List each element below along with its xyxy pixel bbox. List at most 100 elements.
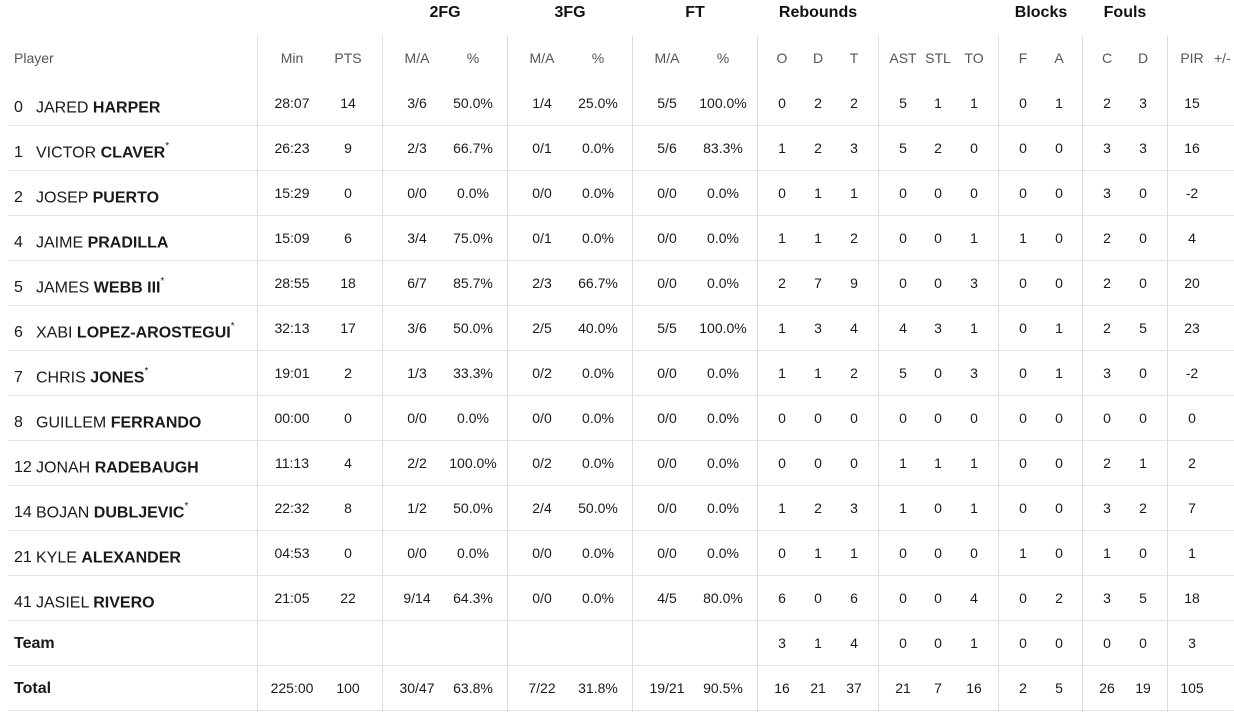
- table-row[interactable]: 2 JOSEP PUERTO 15:29 0 0/0 0.0% 0/0 0.0% 0/0 0.0%…: [0, 171, 1234, 216]
- header-2fg-ma[interactable]: M/A: [404, 50, 430, 66]
- stat-ast: 0: [899, 230, 907, 246]
- header-reb-o[interactable]: O: [776, 50, 788, 66]
- stat-2fg-pct: 66.7%: [453, 140, 493, 156]
- player-last-name: JONES: [90, 369, 145, 387]
- header-foul-d[interactable]: D: [1137, 50, 1149, 66]
- stat-reb-t: 2: [850, 365, 858, 381]
- header-blk-f[interactable]: F: [1018, 50, 1028, 66]
- player-last-name: FERRANDO: [110, 414, 202, 432]
- stat-2fg-ma: 2/3: [407, 140, 427, 156]
- stat-ast: 5: [899, 95, 907, 111]
- stat-ast: 5: [899, 365, 907, 381]
- stat-stl: 2: [934, 140, 942, 156]
- player-name[interactable]: 7 CHRIS JONES*: [14, 351, 148, 396]
- header-plus-minus[interactable]: +/-: [1214, 50, 1231, 66]
- stat-foul-c: 2: [1103, 230, 1111, 246]
- stat-ast: 0: [899, 185, 907, 201]
- stat-stl: 7: [934, 680, 942, 696]
- player-first-name: CHRIS: [36, 369, 86, 387]
- stat-3fg-ma: 0/0: [532, 410, 552, 426]
- stat-foul-d: 5: [1139, 590, 1147, 606]
- stat-ft-ma: 4/5: [657, 590, 677, 606]
- player-name[interactable]: 0 JARED HARPER: [14, 81, 160, 126]
- stat-reb-d: 0: [814, 410, 822, 426]
- stat-stl: 0: [934, 410, 942, 426]
- stat-reb-t: 1: [850, 545, 858, 561]
- stat-2fg-pct: 0.0%: [457, 410, 489, 426]
- table-row[interactable]: 8 GUILLEM FERRANDO 00:00 0 0/0 0.0% 0/0 0.0% 0/0…: [0, 396, 1234, 441]
- header-player[interactable]: Player: [14, 50, 54, 66]
- stat-reb-t: 3: [850, 500, 858, 516]
- table-row[interactable]: 21 KYLE ALEXANDER 04:53 0 0/0 0.0% 0/0 0.0% 0/0 0…: [0, 531, 1234, 576]
- starter-marker: *: [165, 141, 170, 152]
- table-row[interactable]: 12 JONAH RADEBAUGH 11:13 4 2/2 100.0% 0/2 0.0% 0…: [0, 441, 1234, 486]
- player-name[interactable]: 41 JASIEL RIVERO: [14, 576, 155, 621]
- stat-3fg-ma: 0/1: [532, 230, 552, 246]
- player-name[interactable]: 6 XABI LOPEZ-AROSTEGUI*: [14, 306, 235, 351]
- player-last-name: HARPER: [92, 99, 161, 117]
- stat-2fg-pct: [448, 621, 498, 666]
- header-3fg-ma[interactable]: M/A: [529, 50, 555, 66]
- stat-stl: 0: [934, 230, 942, 246]
- header-pir[interactable]: PIR: [1180, 50, 1204, 66]
- stat-3fg-ma: 1/4: [532, 95, 552, 111]
- header-ft-ma[interactable]: M/A: [654, 50, 680, 66]
- header-reb-t[interactable]: T: [849, 50, 859, 66]
- stat-blk-f: 0: [1019, 320, 1027, 336]
- group-ft: FT: [685, 4, 705, 21]
- stat-to: 3: [970, 365, 978, 381]
- stat-reb-t: 1: [850, 185, 858, 201]
- stat-ft-ma: 5/5: [657, 320, 677, 336]
- stat-blk-a: 0: [1055, 410, 1063, 426]
- stat-pts: 22: [340, 590, 356, 606]
- header-3fg-pct[interactable]: %: [591, 50, 605, 66]
- player-name[interactable]: 8 GUILLEM FERRANDO: [14, 396, 201, 441]
- stat-foul-d: 0: [1139, 275, 1147, 291]
- player-name[interactable]: 12 JONAH RADEBAUGH: [14, 441, 199, 486]
- stat-2fg-ma: 30/47: [399, 680, 435, 696]
- player-name[interactable]: 14 BOJAN DUBLJEVIC*: [14, 486, 188, 531]
- player-name[interactable]: 21 KYLE ALEXANDER: [14, 531, 181, 576]
- stat-stl: 1: [934, 95, 942, 111]
- header-foul-c[interactable]: C: [1101, 50, 1113, 66]
- stat-reb-d: 1: [814, 230, 822, 246]
- header-to[interactable]: TO: [964, 50, 984, 66]
- table-row[interactable]: 5 JAMES WEBB III* 28:55 18 6/7 85.7% 2/3 66.7% 0…: [0, 261, 1234, 306]
- header-ast[interactable]: AST: [889, 50, 917, 66]
- player-name[interactable]: 2 JOSEP PUERTO: [14, 171, 159, 216]
- table-row[interactable]: 41 JASIEL RIVERO 21:05 22 9/14 64.3% 0/0 0.0% 4/…: [0, 576, 1234, 621]
- stat-3fg-ma: 7/22: [528, 680, 556, 696]
- header-reb-d[interactable]: D: [812, 50, 824, 66]
- stat-blk-a: 0: [1055, 635, 1063, 651]
- stat-ft-pct: [698, 621, 748, 666]
- row-divider: [8, 395, 1234, 396]
- player-name[interactable]: 1 VICTOR CLAVER*: [14, 126, 169, 171]
- stat-min: 32:13: [274, 320, 310, 336]
- stat-blk-f: 0: [1019, 185, 1027, 201]
- stat-blk-a: 1: [1055, 95, 1063, 111]
- table-row[interactable]: 4 JAIME PRADILLA 15:09 6 3/4 75.0% 0/1 0.0% 0/0 0…: [0, 216, 1234, 261]
- header-2fg-pct[interactable]: %: [466, 50, 480, 66]
- stat-3fg-pct: 25.0%: [578, 95, 618, 111]
- stat-3fg-pct: 0.0%: [582, 185, 614, 201]
- stat-blk-f: 0: [1019, 455, 1027, 471]
- stat-reb-t: 37: [846, 680, 862, 696]
- table-row[interactable]: 7 CHRIS JONES* 19:01 2 1/3 33.3% 0/2 0.0% 0/0 0.0…: [0, 351, 1234, 396]
- table-row[interactable]: 1 VICTOR CLAVER* 26:23 9 2/3 66.7% 0/1 0.0% 5/6 8…: [0, 126, 1234, 171]
- table-row[interactable]: 6 XABI LOPEZ-AROSTEGUI* 32:13 17 3/6 50.0% 2/5…: [0, 306, 1234, 351]
- row-divider: [8, 260, 1234, 261]
- header-min[interactable]: Min: [280, 50, 304, 66]
- player-name[interactable]: 4 JAIME PRADILLA: [14, 216, 168, 261]
- header-ft-pct[interactable]: %: [716, 50, 730, 66]
- header-pts[interactable]: PTS: [334, 50, 362, 66]
- stat-blk-a: 5: [1055, 680, 1063, 696]
- stat-3fg-pct: 0.0%: [582, 590, 614, 606]
- header-stl[interactable]: STL: [925, 50, 951, 66]
- player-first-name: GUILLEM: [36, 414, 107, 432]
- stat-reb-d: 2: [814, 500, 822, 516]
- player-last-name: RIVERO: [93, 594, 155, 612]
- header-blk-a[interactable]: A: [1054, 50, 1064, 66]
- table-row[interactable]: 0 JARED HARPER 28:07 14 3/6 50.0% 1/4 25.0% 5/5 1…: [0, 81, 1234, 126]
- player-name[interactable]: 5 JAMES WEBB III*: [14, 261, 164, 306]
- table-row[interactable]: 14 BOJAN DUBLJEVIC* 22:32 8 1/2 50.0% 2/4 50.0%…: [0, 486, 1234, 531]
